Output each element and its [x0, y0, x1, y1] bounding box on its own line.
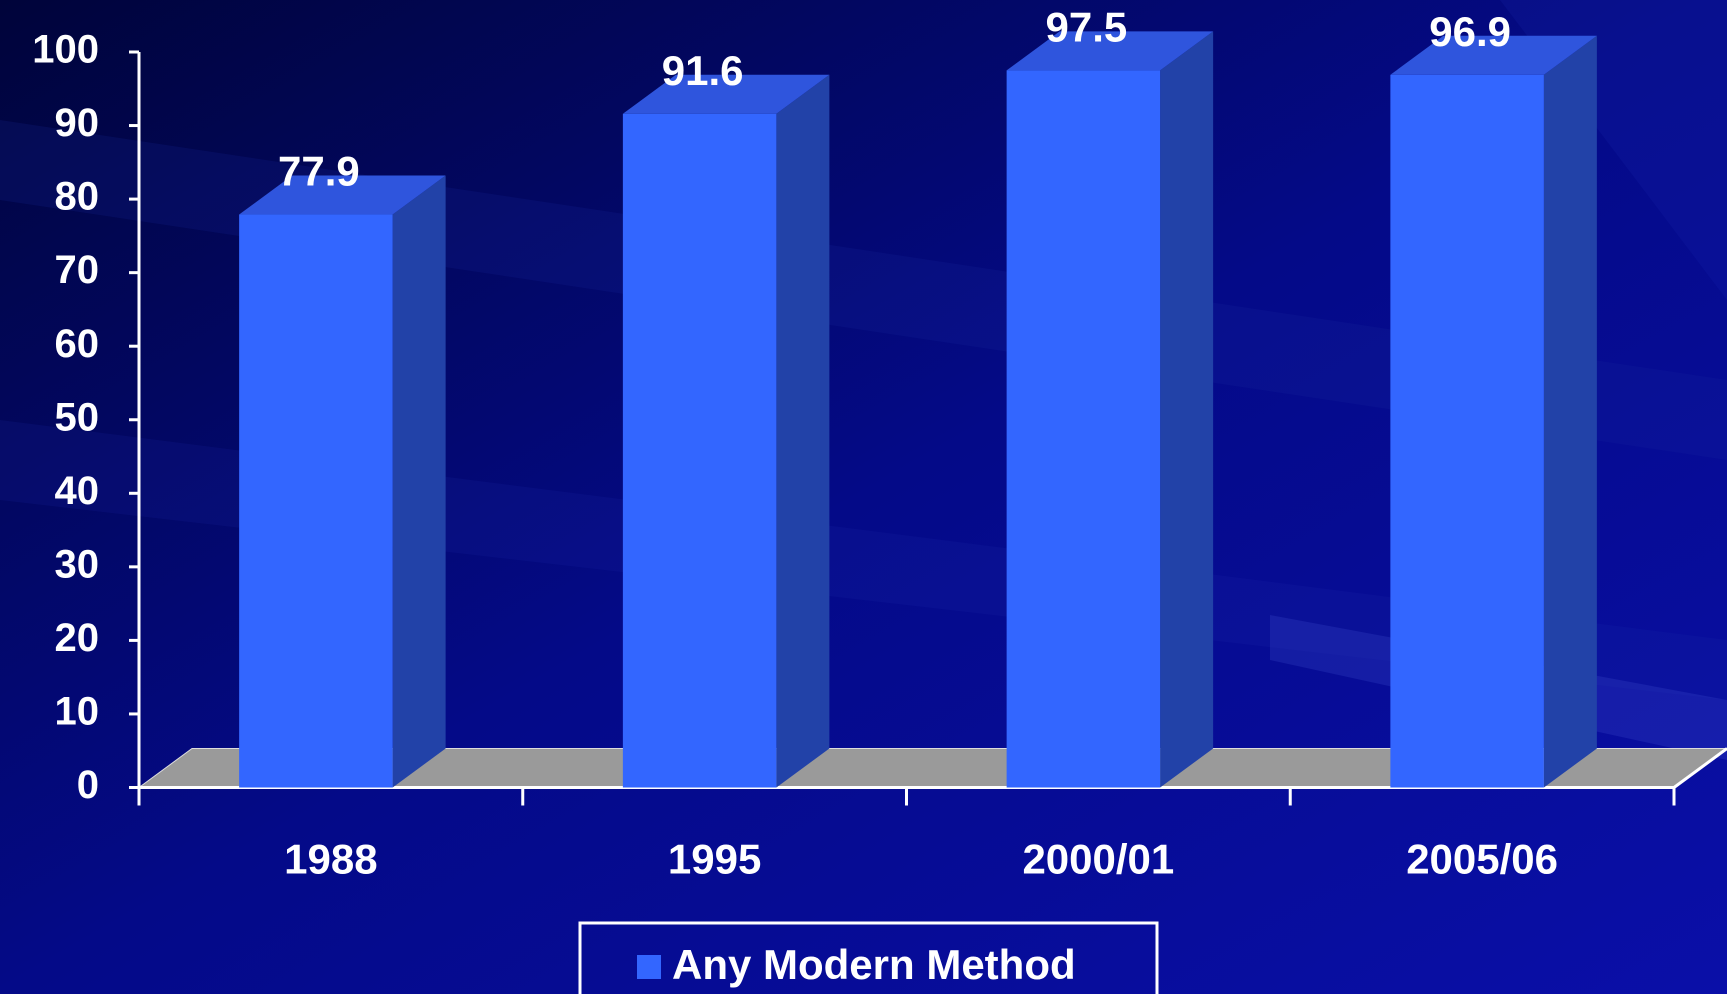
value-label: 97.5 — [1046, 3, 1128, 50]
y-tick-label: 50 — [55, 395, 100, 439]
x-tick-label: 1988 — [284, 836, 377, 883]
value-label: 91.6 — [662, 47, 744, 94]
floor-edge — [1673, 747, 1727, 789]
legend-label: Any Modern Method — [672, 941, 1076, 988]
y-tick-label: 0 — [77, 763, 99, 807]
bar-side — [1160, 31, 1214, 788]
bar — [1390, 74, 1544, 788]
bar-side — [1543, 35, 1597, 788]
y-tick-label: 20 — [55, 616, 100, 660]
bar-side — [392, 175, 446, 788]
y-tick-label: 10 — [55, 690, 100, 734]
bar — [622, 113, 777, 788]
bar-side — [776, 74, 830, 788]
plot-area: 0 10 20 30 40 50 60 70 80 90 100 1988 1995 2000/01 200… — [32, 3, 1727, 883]
legend-swatch — [637, 955, 661, 979]
value-label: 96.9 — [1429, 8, 1511, 55]
y-tick-label: 80 — [55, 175, 100, 219]
legend: Any Modern Method — [578, 921, 1159, 994]
y-tick-label: 30 — [55, 542, 100, 586]
y-tick-label: 90 — [55, 101, 100, 145]
y-tick-label: 40 — [55, 469, 100, 513]
bar — [239, 214, 393, 788]
value-label: 77.9 — [278, 148, 360, 195]
bar-top — [622, 74, 830, 114]
x-tick-label: 2000/01 — [1022, 836, 1174, 883]
bar-top — [1390, 35, 1597, 75]
y-tick-label: 70 — [55, 248, 100, 292]
legend-box — [578, 921, 1159, 994]
y-tick-label: 60 — [55, 322, 100, 366]
x-tick-label: 2005/06 — [1406, 836, 1558, 883]
x-tick-label: 1995 — [668, 836, 761, 883]
bar — [1006, 70, 1161, 788]
bar-top — [1006, 31, 1214, 71]
y-tick-label: 100 — [32, 28, 99, 72]
bar-top — [239, 175, 446, 215]
